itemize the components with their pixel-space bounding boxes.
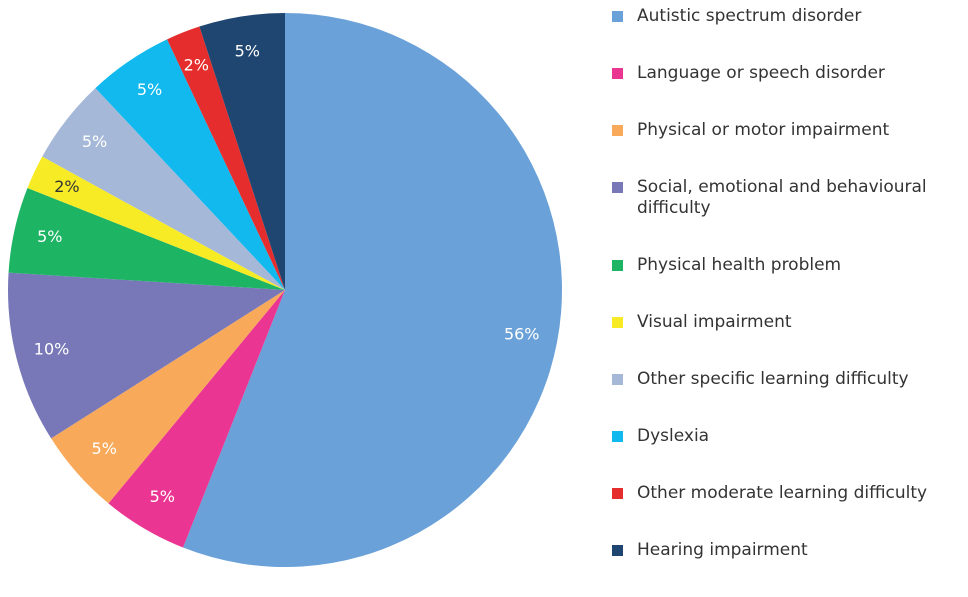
legend-label: Physical or motor impairment [637, 120, 890, 140]
legend-label: Other moderate learning difficulty [637, 483, 928, 503]
pie-slice [95, 39, 285, 290]
legend-item: Dyslexia [610, 426, 966, 447]
legend: Autistic spectrum disorder Language or sp… [610, 6, 966, 597]
legend-swatch [612, 182, 623, 193]
legend-label: Visual impairment [637, 312, 792, 332]
slice-label: 56% [504, 325, 540, 344]
legend-item: Other moderate learning difficulty [610, 483, 966, 504]
pie-slice [51, 290, 285, 504]
legend-label: Hearing impairment [637, 540, 808, 560]
legend-swatch [612, 545, 623, 556]
legend-swatch [612, 68, 623, 79]
slice-label: 5% [82, 132, 107, 151]
legend-item: Physical health problem [610, 255, 966, 276]
legend-label: Language or speech disorder [637, 63, 885, 83]
legend-label: Dyslexia [637, 426, 710, 446]
pie-slice [8, 188, 285, 290]
legend-label: Other specific learning difficulty [637, 369, 909, 389]
pie-slice [8, 272, 286, 439]
pie-slice [199, 13, 285, 290]
legend-label: Physical health problem [637, 255, 842, 275]
pie-slice [183, 13, 563, 567]
legend-item: Hearing impairment [610, 540, 966, 561]
slice-label: 5% [235, 41, 260, 60]
legend-swatch [612, 431, 623, 442]
pie-slice [167, 26, 285, 291]
legend-swatch [612, 317, 623, 328]
legend-item: Other specific learning difficulty [610, 369, 966, 390]
slice-label: 5% [37, 227, 62, 246]
legend-item: Language or speech disorder [610, 63, 966, 84]
legend-item: Autistic spectrum disorder [610, 6, 966, 27]
pie-slice [27, 156, 286, 290]
slice-label: 2% [184, 55, 209, 74]
legend-item: Social, emotional and behavioural diffic… [610, 177, 966, 219]
legend-label: Social, emotional and behavioural diffic… [637, 177, 927, 218]
slice-label: 5% [150, 487, 175, 506]
pie-slice [42, 88, 286, 291]
chart: 56% 5% 5% 10% 5% 2% 5% 5% 2% 5% [8, 13, 563, 567]
slice-label: 5% [137, 80, 162, 99]
legend-swatch [612, 260, 623, 271]
legend-label: Autistic spectrum disorder [637, 6, 862, 26]
slice-label: 2% [54, 177, 79, 196]
legend-swatch [612, 374, 623, 385]
legend-swatch [612, 11, 623, 22]
page: {"chart_data": {"type": "pie", "categori… [8, 6, 928, 567]
legend-swatch [612, 125, 623, 136]
legend-swatch [612, 488, 623, 499]
slice-label: 5% [92, 439, 117, 458]
legend-item: Visual impairment [610, 312, 966, 333]
pie-slice [108, 290, 285, 548]
legend-item: Physical or motor impairment [610, 120, 966, 141]
slice-label: 10% [34, 339, 70, 358]
